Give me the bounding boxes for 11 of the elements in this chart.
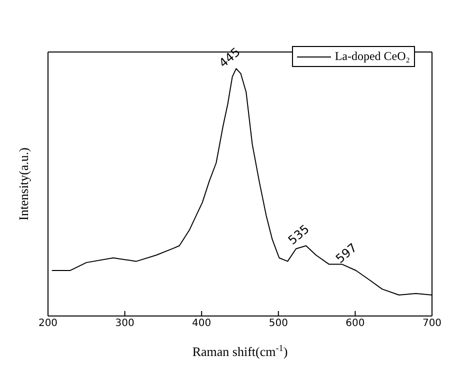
x-axis-title: Raman shift(cm$^{-1}$)	[192, 343, 288, 359]
legend-label: La-doped CeO₂	[334, 49, 410, 64]
y-axis-title: Intensity(a.u.)	[16, 148, 31, 220]
x-tick-label: 400	[192, 318, 212, 330]
x-tick-label: 700	[422, 318, 442, 330]
x-tick-label: 500	[268, 318, 288, 330]
x-tick-label: 200	[38, 318, 58, 330]
x-tick-label: 600	[346, 318, 365, 330]
annotation: 597	[333, 240, 360, 266]
annotation: 535	[285, 222, 312, 248]
x-tick-label: 300	[115, 318, 134, 330]
